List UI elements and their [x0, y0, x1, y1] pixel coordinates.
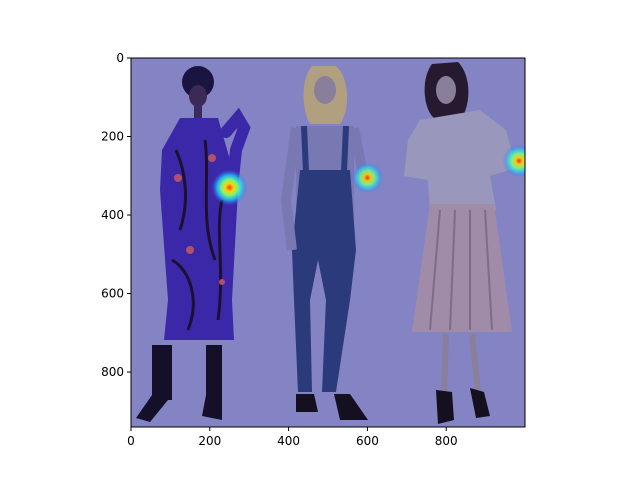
x-tick-label: 800 — [435, 434, 458, 448]
plot-area — [130, 57, 526, 428]
heat-hotspot — [211, 169, 248, 206]
y-tick-label: 200 — [101, 130, 124, 144]
heatmap-hotspots — [211, 144, 525, 206]
x-tick-label: 400 — [277, 434, 300, 448]
y-tick-label: 0 — [116, 51, 124, 65]
y-tick-label: 800 — [101, 365, 124, 379]
x-tick-label: 600 — [356, 434, 379, 448]
x-tick-label: 200 — [198, 434, 221, 448]
model-left-figure — [136, 66, 251, 422]
x-axis: 0 200 400 600 800 — [127, 427, 458, 448]
plot-frame — [130, 57, 526, 428]
heat-hotspot — [502, 144, 525, 178]
model-right-figure — [404, 62, 516, 424]
y-tick-label: 400 — [101, 208, 124, 222]
x-tick-label: 0 — [127, 434, 135, 448]
y-axis: 0 200 400 600 800 — [101, 51, 131, 379]
heat-hotspot — [351, 162, 383, 194]
background-photo — [131, 58, 525, 427]
model-middle-figure — [280, 66, 369, 420]
y-tick-label: 600 — [101, 287, 124, 301]
